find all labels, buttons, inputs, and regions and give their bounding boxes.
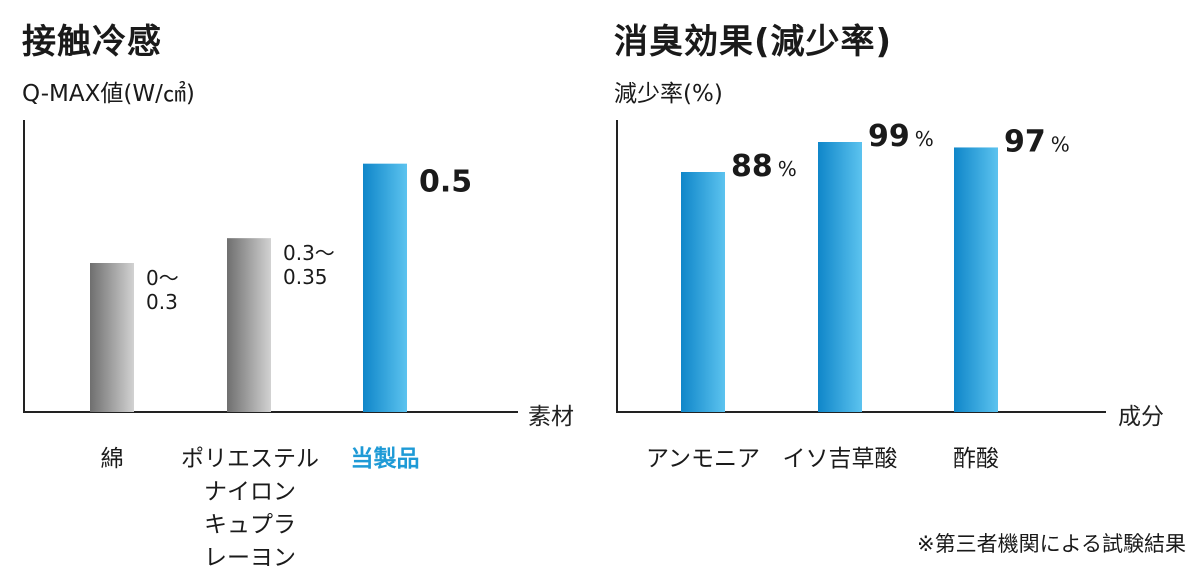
bar [227, 238, 271, 412]
bar [818, 142, 862, 412]
deodorant-chart-ylabel: 減少率(%) [614, 81, 723, 107]
deodorant-chart-panel: 消臭効果(減少率) 減少率(%) 成分 88% アンモニア 99% イソ吉草酸 97% 酢酸… [600, 0, 1200, 568]
category-label: キュプラ [204, 512, 296, 538]
category-label: ポリエステル [181, 446, 319, 472]
data-label-unit: % [915, 127, 934, 151]
data-label-unit: % [778, 157, 797, 181]
bar [363, 163, 407, 412]
cooling-chart-ylabel: Q-MAX値(W/㎠) [22, 81, 195, 107]
footnote: ※第三者機関による試験結果 [917, 532, 1186, 556]
category-label: 当製品 [351, 445, 420, 472]
data-label: 0.3〜 [283, 241, 335, 265]
data-label: 88 [731, 149, 773, 184]
category-label: アンモニア [646, 446, 760, 472]
data-label: 0.5 [419, 165, 472, 200]
x-axis-label: 成分 [1118, 404, 1164, 430]
data-label: 0〜 [146, 266, 179, 290]
category-label: ナイロン [204, 479, 296, 505]
cooling-chart-panel: 接触冷感 Q-MAX値(W/㎠) 素材 0〜 0.3 綿 0.3〜 0.35 ポリエステルナ… [22, 22, 574, 568]
bar [681, 172, 725, 412]
bar [90, 263, 134, 412]
category-label: 酢酸 [953, 446, 999, 472]
category-label: レーヨン [204, 545, 296, 568]
category-label: 綿 [101, 446, 124, 472]
data-label: 0.3 [146, 290, 178, 314]
x-axis-label: 素材 [528, 404, 574, 430]
data-label: 0.35 [283, 265, 328, 289]
data-label: 97 [1004, 124, 1046, 159]
data-label-unit: % [1051, 132, 1070, 156]
deodorant-chart-title: 消臭効果(減少率) [614, 22, 893, 62]
category-label: イソ吉草酸 [783, 446, 898, 472]
bar [954, 147, 998, 413]
data-label: 99 [868, 119, 910, 154]
cooling-chart-title: 接触冷感 [22, 22, 162, 62]
deodorant-chart: 成分 88 % アンモニア 99 % イソ吉草酸 97 % 酢酸 [616, 119, 1164, 472]
